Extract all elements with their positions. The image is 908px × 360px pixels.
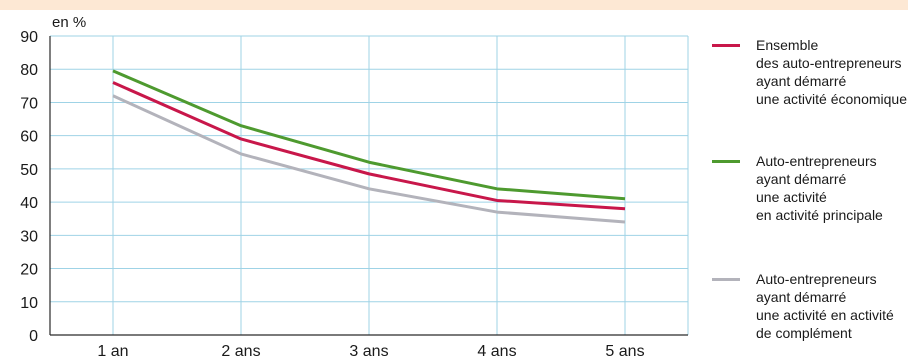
legend-label-line: ayant démarré <box>756 289 847 305</box>
legend-label-line: une activité <box>756 189 827 205</box>
legend-label-line: Auto-entrepreneurs <box>756 153 877 169</box>
legend-label: Auto-entrepreneurs ayant démarré une activ… <box>756 152 883 224</box>
legend-swatch <box>712 160 740 163</box>
series-line-1 <box>112 81 626 211</box>
legend-label-line: une activité économique <box>756 91 907 107</box>
y-tick-label: 90 <box>20 29 38 46</box>
y-tick-label: 70 <box>20 95 38 112</box>
y-tick-label: 0 <box>29 328 38 345</box>
x-tick-label: 5 ans <box>605 343 644 360</box>
legend-label: Ensemble des auto-entrepreneurs ayant déma… <box>756 36 907 108</box>
legend-swatch <box>712 44 740 47</box>
x-tick-label: 1 an <box>97 343 128 360</box>
x-tick-label: 3 ans <box>349 343 388 360</box>
legend-label-line: une activité en activité <box>756 307 894 323</box>
y-unit-label: en % <box>52 14 86 31</box>
y-tick-label: 30 <box>20 228 38 245</box>
y-tick-label: 10 <box>20 295 38 312</box>
legend-label-line: en activité principale <box>756 207 883 223</box>
legend-label-line: des auto-entrepreneurs <box>756 55 902 71</box>
legend-label-line: Ensemble <box>756 37 819 53</box>
series-line-3 <box>112 94 626 224</box>
y-tick-label: 80 <box>20 62 38 79</box>
y-tick-label: 20 <box>20 262 38 279</box>
chart-legend: Ensemble des auto-entrepreneurs ayant déma… <box>712 0 908 360</box>
series-line-2 <box>112 69 626 201</box>
y-tick-label: 50 <box>20 162 38 179</box>
y-tick-label: 40 <box>20 195 38 212</box>
y-tick-label: 60 <box>20 129 38 146</box>
legend-swatch <box>712 278 740 281</box>
legend-label-line: de complément <box>756 325 852 341</box>
legend-label: Auto-entrepreneurs ayant démarré une activ… <box>756 270 894 342</box>
x-tick-label: 4 ans <box>477 343 516 360</box>
top-banner <box>0 0 908 10</box>
legend-label-line: ayant démarré <box>756 73 847 89</box>
legend-label-line: ayant démarré <box>756 171 847 187</box>
legend-label-line: Auto-entrepreneurs <box>756 271 877 287</box>
x-tick-label: 2 ans <box>221 343 260 360</box>
